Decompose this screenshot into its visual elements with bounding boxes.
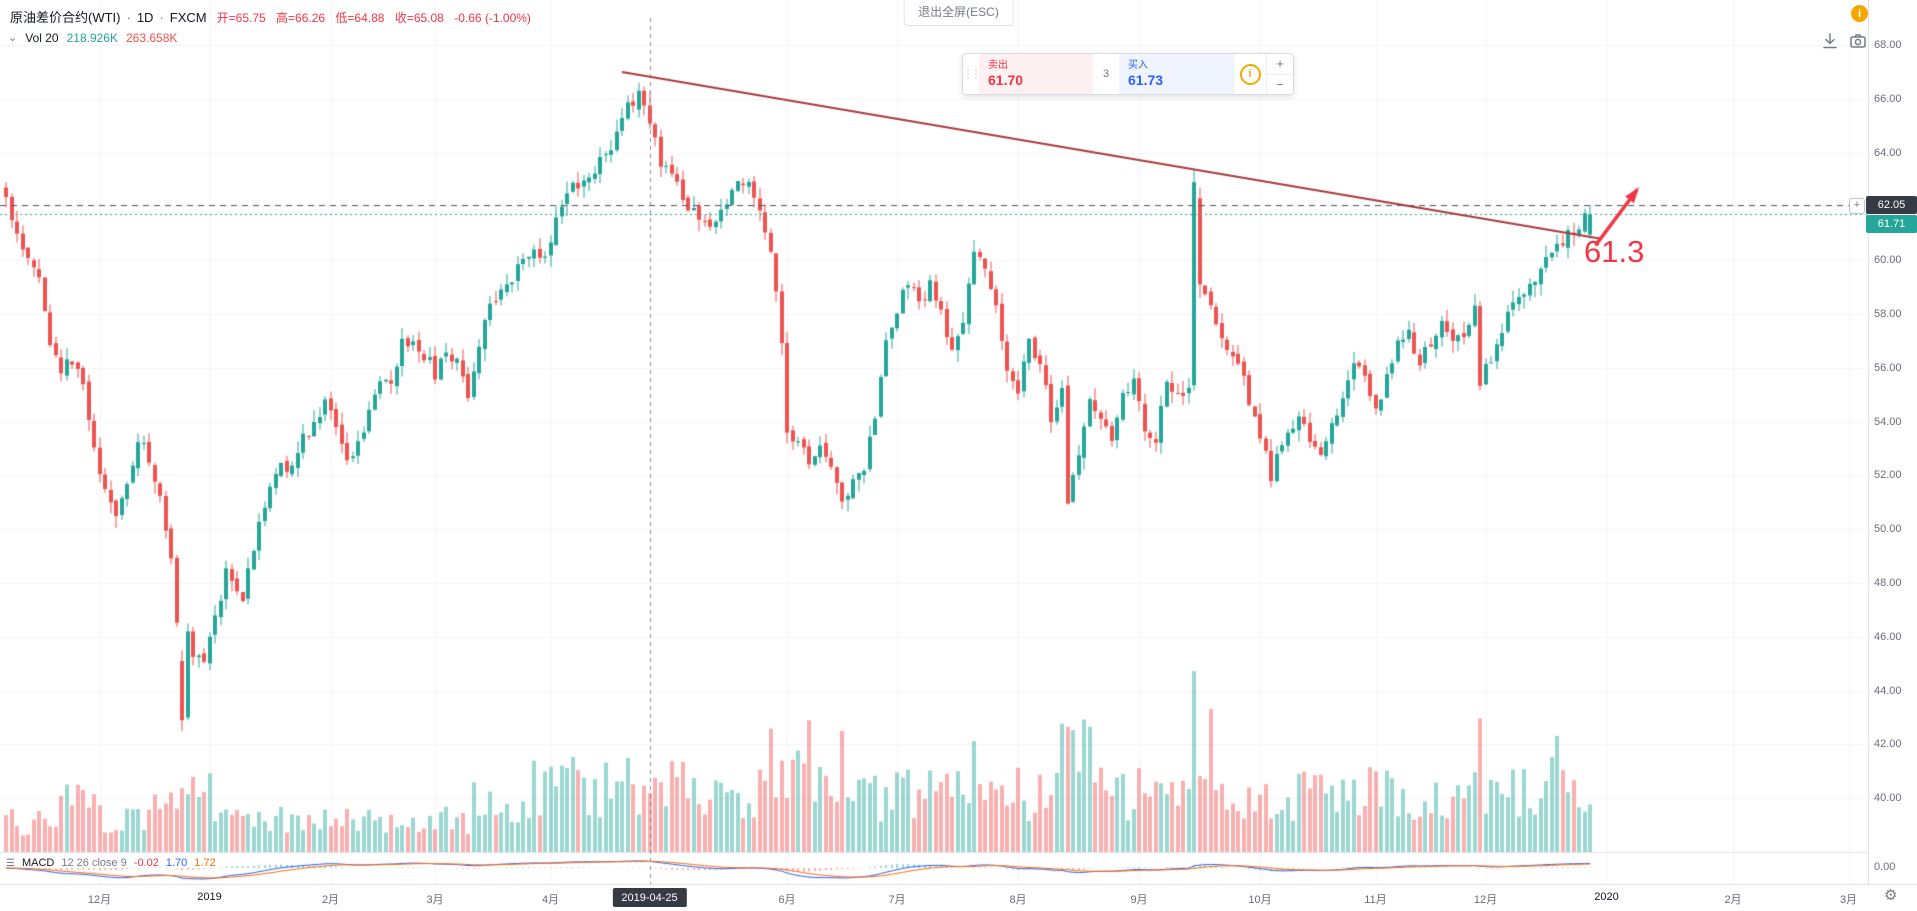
camera-icon[interactable] [1848, 31, 1868, 51]
drag-handle-icon[interactable]: ⋮⋮ [963, 68, 981, 80]
volume-legend: ⌄ Vol 20 218.926K 263.658K [8, 31, 177, 45]
increase-button[interactable]: + [1267, 54, 1293, 74]
spread-value: 3 [1093, 54, 1119, 94]
y-axis-label: 68.00 [1874, 39, 1902, 51]
chevron-down-icon[interactable]: ⌄ [8, 32, 18, 44]
symbol-legend: 原油差价合约(WTI) · 1D · FXCM 开=65.75 高=66.26 … [10, 7, 538, 26]
x-axis-label: 11月 [1364, 894, 1387, 906]
x-axis-label: 3月 [1839, 894, 1858, 906]
x-axis-label: 4月 [541, 894, 560, 906]
x-axis-label: 2019 [197, 891, 222, 903]
high-value: 高=66.26 [276, 11, 326, 25]
decrease-button[interactable]: − [1267, 73, 1293, 94]
price-level-badge: 62.05 [1866, 196, 1917, 215]
orange-status-icon[interactable]: i [1851, 5, 1868, 22]
order-stepper: + − [1266, 54, 1293, 94]
buy-price: 61.73 [1128, 72, 1164, 88]
menu-icon[interactable]: ☰ [6, 857, 15, 869]
exchange-label: FXCM [169, 10, 207, 25]
price-chart-canvas[interactable] [0, 0, 1868, 884]
y-axis-label: 42.00 [1874, 738, 1902, 751]
x-axis-label: 2月 [321, 894, 340, 906]
y-axis-label: 58.00 [1874, 308, 1902, 320]
x-axis-label: 2020 [1594, 891, 1619, 903]
price-axis[interactable]: 68.0066.0064.0062.0060.0058.0056.0054.00… [1868, 0, 1917, 884]
order-info-button[interactable]: i [1233, 54, 1266, 94]
download-icon[interactable] [1820, 31, 1840, 51]
exit-fullscreen-button[interactable]: 退出全屏(ESC) [903, 0, 1014, 26]
order-panel: ⋮⋮ 卖出 61.70 3 买入 61.73 i + − [962, 53, 1294, 95]
sell-label: 卖出 [988, 60, 1008, 71]
y-axis-label: 66.00 [1874, 92, 1902, 105]
x-axis-label: 2月 [1724, 894, 1742, 906]
crosshair-date-badge: 2019-04-25 [612, 888, 687, 907]
x-axis-label: 6月 [778, 894, 796, 906]
x-axis-label: 12月 [87, 894, 112, 906]
macd-legend: ☰ MACD 12 26 close 9 -0.02 1.70 1.72 [6, 857, 216, 869]
open-value: 开=65.75 [216, 11, 266, 25]
buy-button[interactable]: 买入 61.73 [1119, 54, 1233, 94]
y-axis-label: 40.00 [1874, 792, 1902, 805]
x-axis-label: 9月 [1130, 894, 1148, 906]
macd-zero-label: 0.00 [1874, 861, 1896, 873]
info-icon: i [1239, 63, 1261, 85]
y-axis-label: 46.00 [1874, 630, 1902, 643]
y-axis-label: 50.00 [1874, 523, 1902, 536]
symbol-title[interactable]: 原油差价合约(WTI) [10, 10, 121, 25]
x-axis-label: 8月 [1009, 894, 1027, 906]
sell-price: 61.70 [988, 72, 1024, 88]
y-axis-label: 60.00 [1874, 254, 1902, 267]
y-axis-label: 56.00 [1874, 361, 1902, 374]
close-value: 收=65.08 [394, 11, 444, 25]
change-value: -0.66 (-1.00%) [454, 11, 531, 25]
macd-signal-value: 1.72 [194, 857, 216, 869]
x-axis-label: 10月 [1248, 894, 1272, 906]
breakout-price-annotation: 61.3 [1584, 234, 1645, 269]
sell-button[interactable]: 卖出 61.70 [979, 54, 1093, 94]
volume-value: 218.926K [66, 31, 118, 45]
x-axis-label: 7月 [888, 894, 906, 906]
time-axis[interactable]: 12月 2019 2月 3月 4月 6月 7月 8月 9月 10月 11月 12月 2020 2月 3月 [0, 884, 1917, 911]
volume-label: Vol 20 [25, 31, 59, 45]
x-axis-label: 12月 [1473, 894, 1498, 906]
y-axis-label: 48.00 [1874, 577, 1902, 589]
gear-icon[interactable]: ⚙ [1884, 887, 1898, 904]
macd-title[interactable]: MACD [21, 857, 55, 869]
macd-line-value: 1.70 [165, 857, 188, 869]
low-value: 低=64.88 [335, 11, 385, 25]
volume-ma-value: 263.658K [125, 31, 178, 45]
y-axis-label: 44.00 [1874, 684, 1902, 697]
y-axis-label: 64.00 [1874, 146, 1902, 159]
y-axis-label: 52.00 [1874, 469, 1902, 482]
ohlc-readout: 开=65.75 高=66.26 低=64.88 收=65.08 -0.66 (-… [217, 9, 538, 26]
interval-label[interactable]: 1D [136, 10, 154, 25]
macd-params: 12 26 close 9 [61, 857, 127, 869]
x-axis-label: 3月 [426, 894, 444, 906]
macd-hist-value: -0.02 [133, 857, 159, 869]
current-price-badge: 61.71 [1866, 215, 1917, 234]
buy-label: 买入 [1128, 60, 1148, 71]
y-axis-label: 54.00 [1874, 415, 1902, 428]
separator-dot: · [159, 10, 164, 25]
separator-dot: · [126, 10, 131, 25]
add-alert-plus-button[interactable]: + [1849, 198, 1865, 215]
